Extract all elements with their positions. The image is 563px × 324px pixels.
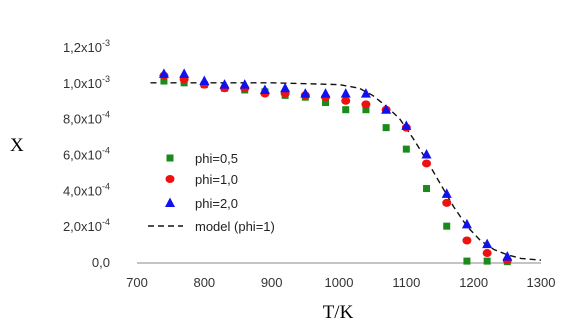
data-point-circle bbox=[482, 249, 492, 258]
data-point-circle bbox=[442, 198, 452, 207]
data-point-triangle bbox=[158, 68, 169, 78]
data-point-triangle bbox=[502, 251, 513, 261]
data-point-triangle bbox=[219, 79, 230, 89]
data-point-square bbox=[463, 257, 471, 265]
data-point-triangle bbox=[300, 88, 311, 98]
x-tick-label: 900 bbox=[261, 275, 283, 290]
y-tick-label: 2,0x10-4 bbox=[63, 217, 110, 234]
legend-swatch-square bbox=[166, 154, 174, 162]
data-point-triangle bbox=[381, 104, 392, 114]
x-tick-label: 1000 bbox=[325, 275, 354, 290]
data-point-triangle bbox=[320, 88, 331, 98]
legend-label: phi=1,0 bbox=[195, 172, 238, 187]
y-axis-title: X bbox=[10, 135, 24, 156]
y-tick-label: 6,0x10-4 bbox=[63, 146, 110, 163]
legend-label: phi=0,5 bbox=[195, 151, 238, 166]
data-point-triangle bbox=[179, 68, 190, 78]
y-tick-labels: 0,0 2,0x10-4 4,0x10-4 6,0x10-4 8,0x10-4 1,0x1… bbox=[63, 38, 110, 270]
x-tick-label: 800 bbox=[193, 275, 215, 290]
legend-swatch-circle bbox=[165, 175, 175, 183]
x-tick-label: 1100 bbox=[392, 275, 420, 290]
data-point-square bbox=[160, 77, 168, 85]
y-tick-label: 0,0 bbox=[92, 255, 110, 270]
data-point-square bbox=[322, 99, 330, 107]
data-point-square bbox=[342, 106, 350, 114]
model-layer bbox=[150, 82, 542, 261]
data-point-triangle bbox=[401, 120, 412, 130]
data-point-triangle bbox=[199, 75, 210, 86]
legend-label: model (phi=1) bbox=[195, 219, 275, 234]
y-tick-label: 1,2x10-3 bbox=[63, 38, 110, 55]
y-tick-label: 8,0x10-4 bbox=[63, 110, 110, 127]
data-point-square bbox=[402, 145, 410, 153]
legend-swatch-triangle bbox=[165, 197, 175, 207]
data-point-triangle bbox=[461, 218, 472, 229]
y-tick-label: 1,0x10-3 bbox=[63, 74, 110, 91]
data-point-triangle bbox=[280, 82, 291, 93]
data-point-circle bbox=[462, 236, 472, 245]
data-point-square bbox=[483, 257, 491, 265]
y-tick-label: 4,0x10-4 bbox=[63, 181, 110, 198]
x-tick-label: 1300 bbox=[527, 275, 556, 290]
model-line bbox=[150, 82, 542, 261]
x-tick-label: 700 bbox=[126, 275, 148, 290]
data-point-square bbox=[423, 185, 431, 193]
data-point-triangle bbox=[239, 79, 250, 89]
x-tick-labels: 700 800 900 1000 1100 1200 1300 bbox=[126, 275, 555, 290]
data-point-triangle bbox=[482, 238, 493, 249]
data-point-square bbox=[362, 106, 370, 114]
legend-label: phi=2,0 bbox=[195, 196, 238, 211]
data-point-square bbox=[382, 124, 390, 132]
points-layer bbox=[158, 68, 513, 266]
x-tick-label: 1200 bbox=[459, 275, 488, 290]
data-point-circle bbox=[361, 100, 371, 109]
data-point-triangle bbox=[259, 84, 270, 94]
data-point-triangle bbox=[340, 88, 351, 98]
x-axis-title: T/K bbox=[323, 302, 354, 323]
data-point-triangle bbox=[360, 88, 371, 98]
data-point-circle bbox=[341, 96, 351, 105]
data-point-triangle bbox=[441, 188, 452, 198]
data-point-circle bbox=[422, 159, 432, 168]
legend: phi=0,5 phi=1,0 phi=2,0 model (phi=1) bbox=[148, 151, 275, 234]
data-point-triangle bbox=[421, 149, 432, 159]
data-point-square bbox=[443, 222, 451, 230]
